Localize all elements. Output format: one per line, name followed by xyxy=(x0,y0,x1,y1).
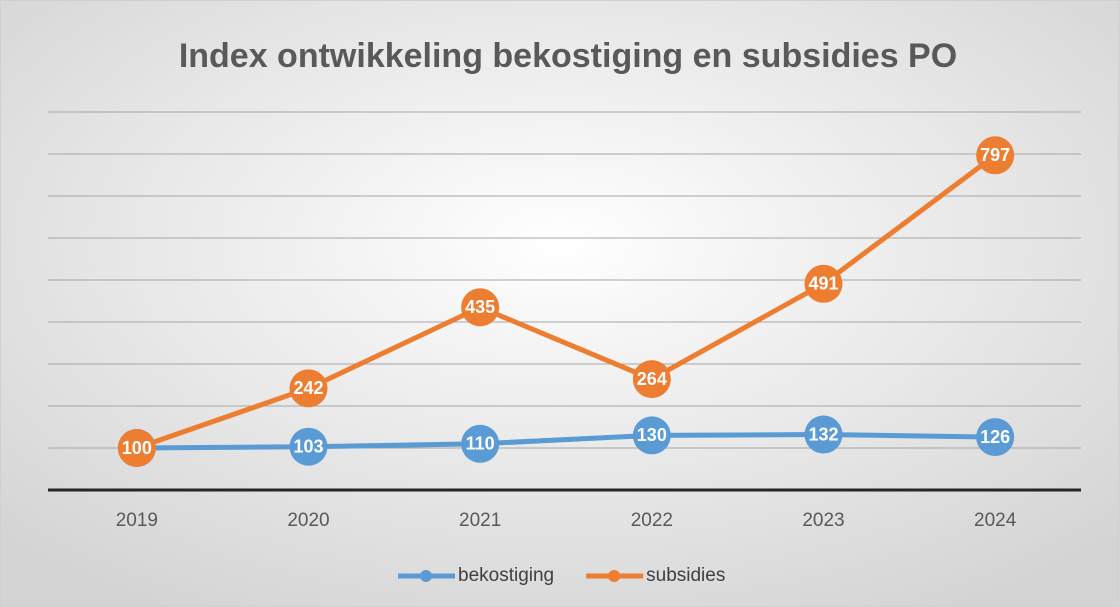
legend-label: subsidies xyxy=(646,565,725,586)
point xyxy=(976,418,1015,457)
data-label: 103 xyxy=(293,436,323,456)
point xyxy=(804,264,843,303)
legend-label: bekostiging xyxy=(458,565,554,586)
x-tick-label: 2019 xyxy=(116,510,158,531)
plot: 100103110130132126100242435264491797 xyxy=(117,136,1015,467)
x-tick-label: 2024 xyxy=(974,510,1017,531)
x-tick-label: 2020 xyxy=(287,510,329,531)
x-tick-label: 2023 xyxy=(802,510,844,531)
data-label: 435 xyxy=(465,297,495,317)
data-label: 264 xyxy=(637,369,667,389)
data-label: 130 xyxy=(637,425,667,445)
point xyxy=(461,288,500,327)
chart-title: Index ontwikkeling bekostiging en subsid… xyxy=(179,37,957,75)
x-tick-label: 2022 xyxy=(631,510,673,531)
point xyxy=(117,429,156,467)
point xyxy=(632,360,671,399)
legend-marker xyxy=(608,570,621,582)
data-label: 242 xyxy=(293,378,323,398)
point xyxy=(289,369,328,408)
point xyxy=(289,427,328,466)
data-label: 100 xyxy=(122,438,152,458)
grid: 2019 2020 2021 2022 2023 2024 xyxy=(48,111,1081,531)
data-label: 797 xyxy=(980,145,1010,165)
data-label: 110 xyxy=(466,434,495,454)
point xyxy=(632,416,671,455)
data-label: 126 xyxy=(980,427,1010,447)
data-label: 491 xyxy=(808,274,838,294)
point xyxy=(976,136,1015,175)
point xyxy=(804,415,843,454)
legend-marker xyxy=(420,570,432,582)
legend: bekostiging subsidies xyxy=(398,565,725,586)
point xyxy=(461,424,500,463)
data-label: 132 xyxy=(808,424,838,444)
x-tick-label: 2021 xyxy=(459,510,501,531)
series-line xyxy=(136,153,997,451)
series-line xyxy=(136,432,996,451)
